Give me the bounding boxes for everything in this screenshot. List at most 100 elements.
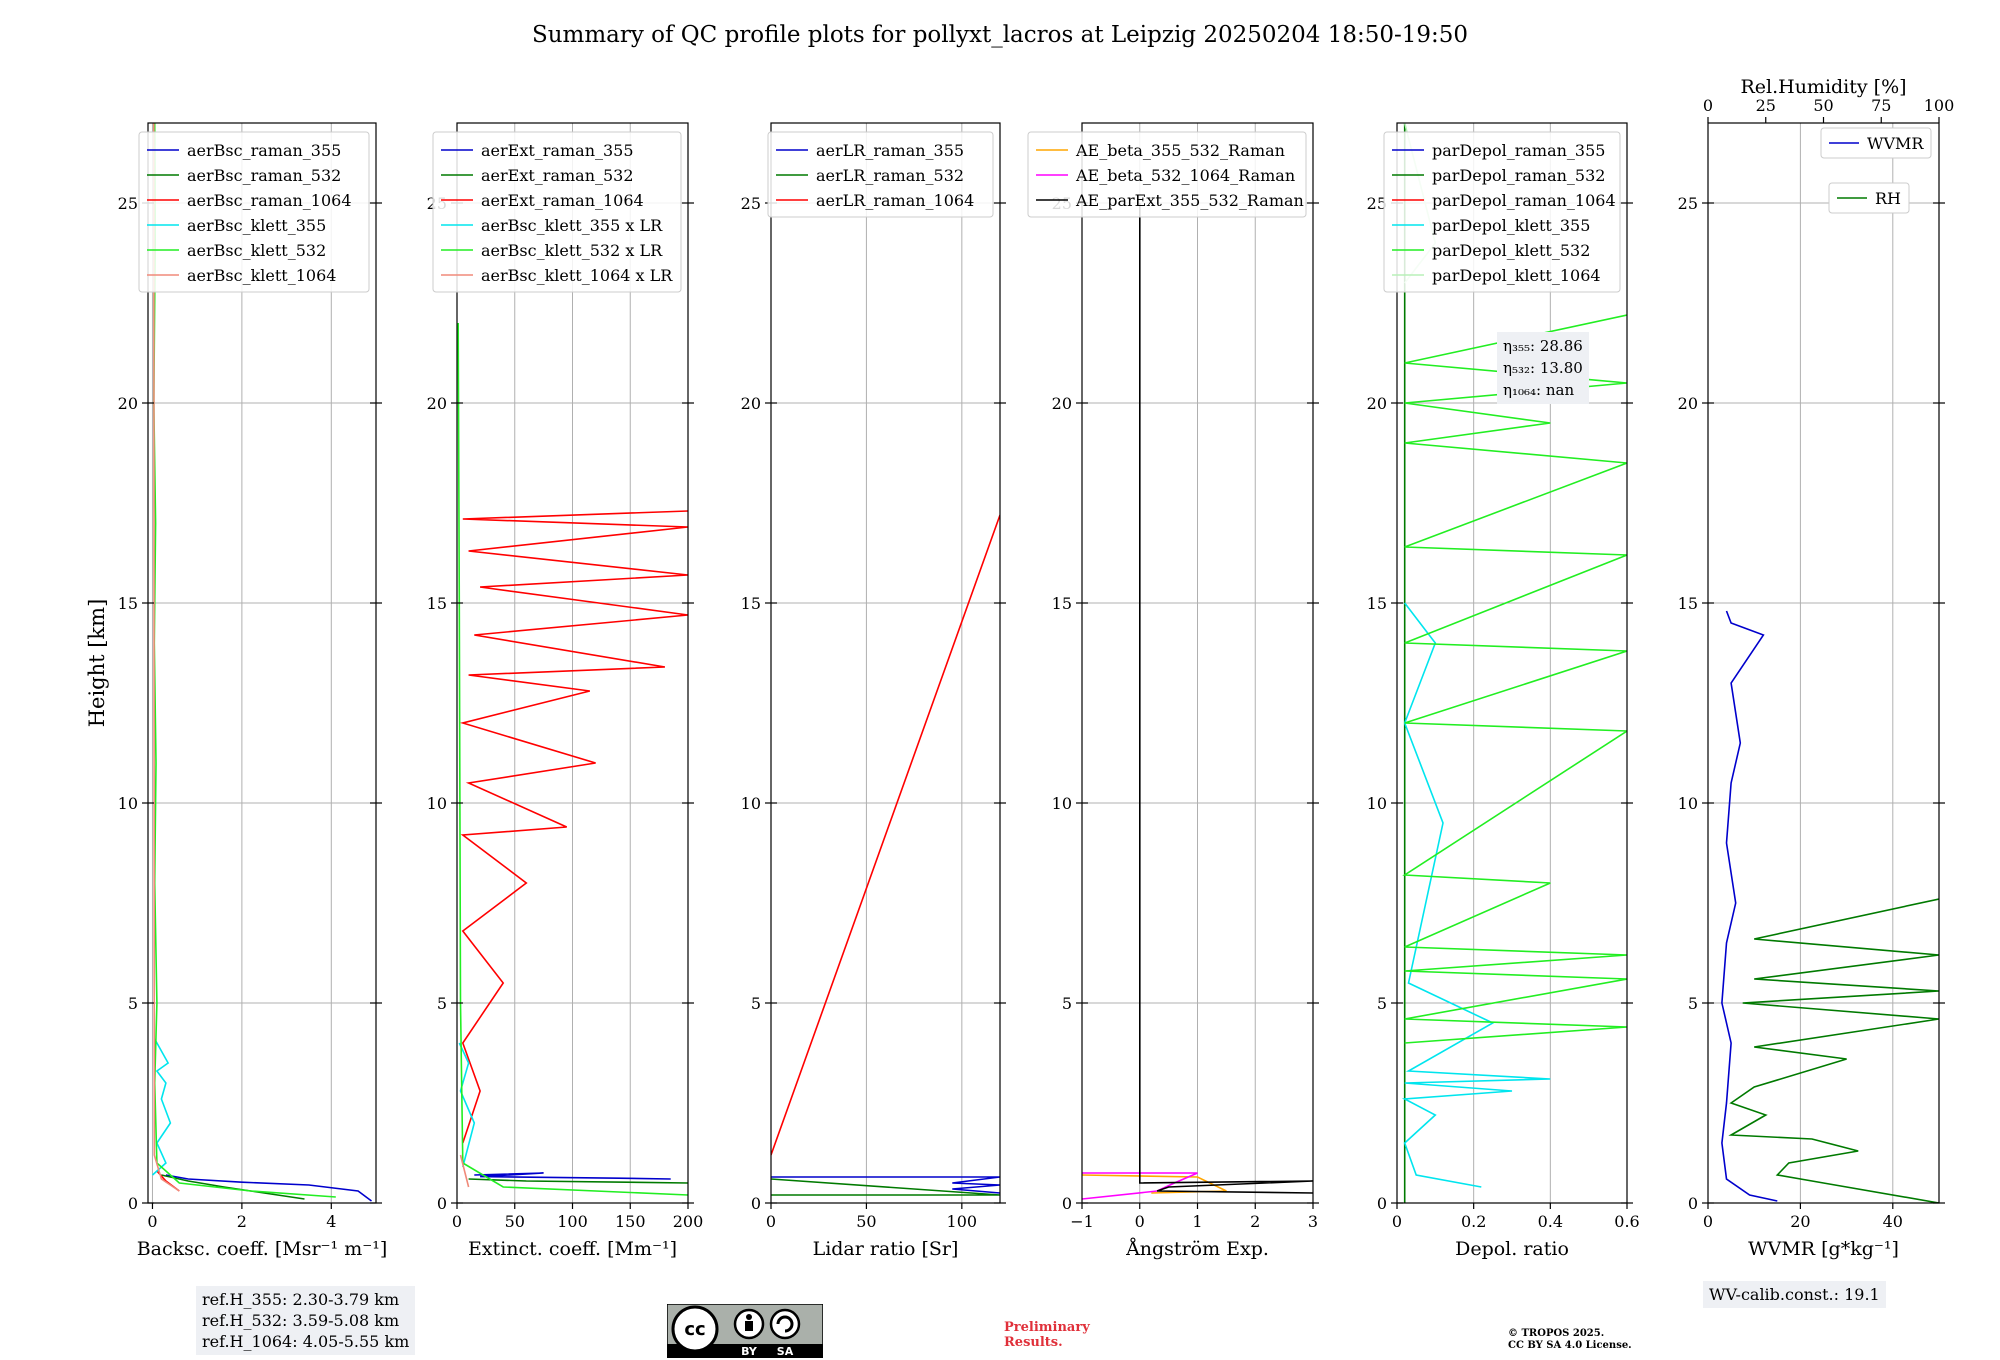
wv-calibration-box: WV-calib.const.: 19.1 [1703, 1281, 1886, 1308]
legend-label: aerBsc_klett_355 x LR [481, 216, 663, 235]
series-line-aerBsc_klett_355 x LR [458, 1042, 476, 1168]
legend-label: aerBsc_klett_355 [187, 216, 326, 235]
x-tick-label: 0.6 [1614, 1212, 1639, 1231]
preliminary-line-1: Preliminary [1004, 1320, 1090, 1335]
eta-box: η₃₅₅: 28.86 η₅₃₂: 13.80 η₁₀₆₄: nan [1497, 332, 1589, 404]
y-tick-label: 10 [1052, 794, 1072, 813]
legend-box [767, 131, 994, 218]
panel-ext: 0510152025050100150200Extinct. coeff. [M… [427, 122, 703, 1260]
y-tick-label: 10 [427, 794, 447, 813]
y-tick-label: 20 [118, 394, 138, 413]
series-line-aerExt_raman_355 [474, 1172, 671, 1180]
x-tick-label: 1 [1192, 1212, 1202, 1231]
panel-wv: 0 5 10 15 20 25 0 20 40 0 25 50 75 100 Rel.Humidity [%… [1678, 76, 1955, 1260]
x2-tick-label: 75 [1871, 96, 1891, 115]
y-tick-label: 25 [118, 194, 138, 213]
legend-box [1820, 127, 1932, 159]
x2-tick-label: 50 [1813, 96, 1833, 115]
legend-label: aerLR_raman_355 [816, 141, 964, 160]
cc-license-badge: cc BY SA [667, 1304, 823, 1358]
copyright-line-1: © TROPOS 2025. [1508, 1328, 1605, 1339]
y-tick-label: 0 [751, 1194, 761, 1213]
x-tick-label: 40 [1883, 1212, 1903, 1231]
y-tick-label: 25 [1678, 194, 1698, 213]
y-tick-label: 25 [741, 194, 761, 213]
y-tick-label: 0 [1062, 1194, 1072, 1213]
legend-box [432, 131, 682, 293]
y-tick-label: 10 [118, 794, 138, 813]
y-tick-label: 5 [751, 994, 761, 1013]
y-tick-label: 0 [1377, 1194, 1387, 1213]
y-tick-label: 15 [427, 594, 447, 613]
sa-text: SA [777, 1345, 794, 1358]
panel-depol: 0 5 10 15 20 25 0 0.2 0.4 0.6 Depol. ratio parDepol… [1367, 122, 1640, 1260]
series-line-AE_parExt_355_532_Raman [1139, 203, 1313, 1194]
figure-title: Summary of QC profile plots for pollyxt_… [531, 22, 1469, 48]
legend-box [1828, 182, 1910, 214]
legend-label: parDepol_klett_532 [1432, 241, 1590, 260]
y-tick-label: 20 [427, 394, 447, 413]
legend-label: aerExt_raman_532 [481, 166, 634, 185]
y-tick-label: 0 [437, 1194, 447, 1213]
x-tick-label: 2 [237, 1212, 247, 1231]
x-tick-label: 0 [147, 1212, 157, 1231]
y-tick-label: 5 [437, 994, 447, 1013]
axes-frame [147, 122, 377, 1204]
x-tick-label: 50 [505, 1212, 525, 1231]
axes-frame [1707, 122, 1940, 1204]
series-line-aerLR_raman_355 [771, 1176, 1000, 1194]
legend-label: WVMR [1867, 134, 1924, 153]
x-tick-label: 50 [856, 1212, 876, 1231]
legend-label: aerExt_raman_1064 [481, 191, 644, 210]
y-tick-label: 5 [1062, 994, 1072, 1013]
sa-share-icon [769, 1308, 801, 1340]
x2-tick-label: 25 [1756, 96, 1776, 115]
series-line-aerLR_raman_532 [771, 1178, 1000, 1196]
series-line-aerBsc_klett_532 x LR [457, 322, 688, 1196]
axes-frame [1396, 122, 1628, 1204]
x-tick-label: 0.4 [1538, 1212, 1563, 1231]
legend-box [1027, 131, 1307, 218]
y-tick-label: 10 [1367, 794, 1387, 813]
legend-label: AE_beta_355_532_Raman [1075, 141, 1285, 160]
x-tick-label: 0 [1392, 1212, 1402, 1231]
legend-label: parDepol_raman_1064 [1432, 191, 1616, 210]
series-line-aerLR_raman_1064 [771, 514, 1000, 1156]
x2-tick-label: 0 [1703, 96, 1713, 115]
cc-icon [671, 1305, 719, 1353]
series-line-AE_beta_355_532_Raman [1082, 1174, 1227, 1194]
series-line-aerBsc_klett_1064 [153, 123, 180, 1192]
x2-tick-label: 100 [1924, 96, 1955, 115]
legend-label: aerBsc_raman_532 [187, 166, 341, 185]
legend-label: parDepol_klett_355 [1432, 216, 1590, 235]
x-tick-label: 0 [766, 1212, 776, 1231]
by-text: BY [741, 1345, 758, 1358]
panel-lr: 0 5 10 15 20 25 0 50 100 Lidar ratio [Sr] aerLR_ra… [741, 122, 1006, 1260]
preliminary-notice: Preliminary Results. [1004, 1320, 1090, 1350]
ref-height-1064: ref.H_1064: 4.05-5.55 km [202, 1332, 410, 1351]
cc-text: cc [684, 1319, 705, 1340]
legend-label: aerBsc_klett_532 [187, 241, 326, 260]
legend-label: aerExt_raman_355 [481, 141, 634, 160]
series-line-aerBsc_raman_355 [165, 1174, 372, 1202]
legend-label: parDepol_raman_532 [1432, 166, 1605, 185]
copyright-line-2: CC BY SA 4.0 License. [1508, 1340, 1632, 1351]
x-tick-label: 0.2 [1461, 1212, 1486, 1231]
y-axis-label: Height [km] [85, 599, 109, 728]
x-tick-label: 0 [1135, 1212, 1145, 1231]
y-tick-label: 0 [128, 1194, 138, 1213]
x-axis-label: Extinct. coeff. [Mm⁻¹] [468, 1238, 677, 1260]
y-tick-label: 25 [1367, 194, 1387, 213]
copyright-notice: © TROPOS 2025. CC BY SA 4.0 License. [1508, 1328, 1632, 1352]
y-tick-label: 10 [1678, 794, 1698, 813]
ref-height-532: ref.H_532: 3.59-5.08 km [202, 1311, 400, 1330]
x-tick-label: 150 [615, 1212, 646, 1231]
series-group [1082, 203, 1313, 1200]
legend-label: AE_parExt_355_532_Raman [1075, 191, 1304, 210]
x-tick-label: 2 [1250, 1212, 1260, 1231]
reference-height-box: ref.H_355: 2.30-3.79 km ref.H_532: 3.59-… [196, 1286, 416, 1355]
y-tick-label: 5 [1688, 994, 1698, 1013]
eta-1064: η₁₀₆₄: nan [1503, 381, 1575, 399]
axes-frame [770, 122, 1001, 1204]
